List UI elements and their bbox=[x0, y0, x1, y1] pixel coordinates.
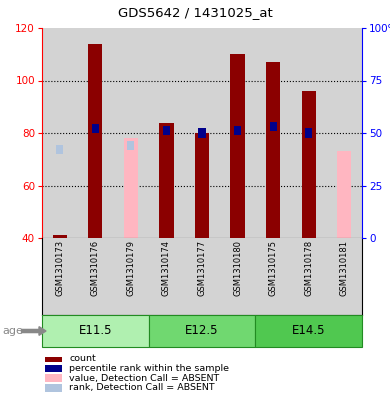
Bar bbox=[234, 126, 241, 136]
Text: rank, Detection Call = ABSENT: rank, Detection Call = ABSENT bbox=[69, 384, 215, 393]
Bar bbox=[255, 238, 291, 315]
Bar bbox=[88, 44, 103, 238]
Bar bbox=[149, 238, 184, 315]
Bar bbox=[301, 91, 316, 238]
Bar bbox=[326, 238, 362, 315]
FancyBboxPatch shape bbox=[255, 315, 362, 347]
Bar bbox=[184, 238, 220, 315]
Bar bbox=[127, 141, 135, 150]
Bar bbox=[42, 28, 78, 238]
Bar bbox=[220, 238, 255, 315]
Bar bbox=[45, 374, 62, 382]
Bar bbox=[326, 28, 362, 238]
Bar bbox=[113, 28, 149, 238]
Bar bbox=[160, 123, 174, 238]
Bar bbox=[149, 28, 184, 238]
Text: GSM1310174: GSM1310174 bbox=[162, 240, 171, 296]
Bar bbox=[45, 365, 62, 373]
Bar bbox=[195, 133, 209, 238]
Text: value, Detection Call = ABSENT: value, Detection Call = ABSENT bbox=[69, 374, 220, 383]
Text: GSM1310176: GSM1310176 bbox=[91, 240, 100, 296]
Bar bbox=[45, 354, 62, 362]
Bar bbox=[45, 384, 62, 392]
Text: GDS5642 / 1431025_at: GDS5642 / 1431025_at bbox=[118, 6, 272, 19]
Bar bbox=[42, 238, 78, 315]
Text: E12.5: E12.5 bbox=[185, 325, 219, 338]
Bar bbox=[78, 238, 113, 315]
Text: GSM1310178: GSM1310178 bbox=[304, 240, 313, 296]
Text: E11.5: E11.5 bbox=[78, 325, 112, 338]
Bar bbox=[337, 151, 351, 238]
FancyBboxPatch shape bbox=[149, 315, 255, 347]
Text: GSM1310180: GSM1310180 bbox=[233, 240, 242, 296]
Bar bbox=[78, 28, 113, 238]
Bar bbox=[199, 129, 206, 138]
Bar bbox=[269, 122, 277, 131]
Bar bbox=[184, 28, 220, 238]
Text: GSM1310179: GSM1310179 bbox=[126, 240, 135, 296]
Bar bbox=[291, 28, 326, 238]
Text: E14.5: E14.5 bbox=[292, 325, 325, 338]
Bar bbox=[113, 238, 149, 315]
Text: percentile rank within the sample: percentile rank within the sample bbox=[69, 364, 229, 373]
Bar bbox=[291, 238, 326, 315]
Bar bbox=[255, 28, 291, 238]
Bar bbox=[92, 124, 99, 133]
Bar bbox=[53, 235, 67, 238]
Bar bbox=[163, 126, 170, 136]
Bar bbox=[230, 54, 245, 238]
FancyBboxPatch shape bbox=[42, 315, 149, 347]
Text: GSM1310173: GSM1310173 bbox=[55, 240, 64, 296]
Text: GSM1310177: GSM1310177 bbox=[197, 240, 206, 296]
Bar bbox=[56, 145, 63, 154]
Bar bbox=[53, 235, 67, 238]
Text: age: age bbox=[2, 326, 23, 336]
Bar bbox=[266, 62, 280, 238]
Bar bbox=[305, 129, 312, 138]
Text: GSM1310181: GSM1310181 bbox=[340, 240, 349, 296]
Text: count: count bbox=[69, 354, 96, 363]
Bar bbox=[124, 138, 138, 238]
Bar bbox=[220, 28, 255, 238]
Text: GSM1310175: GSM1310175 bbox=[269, 240, 278, 296]
